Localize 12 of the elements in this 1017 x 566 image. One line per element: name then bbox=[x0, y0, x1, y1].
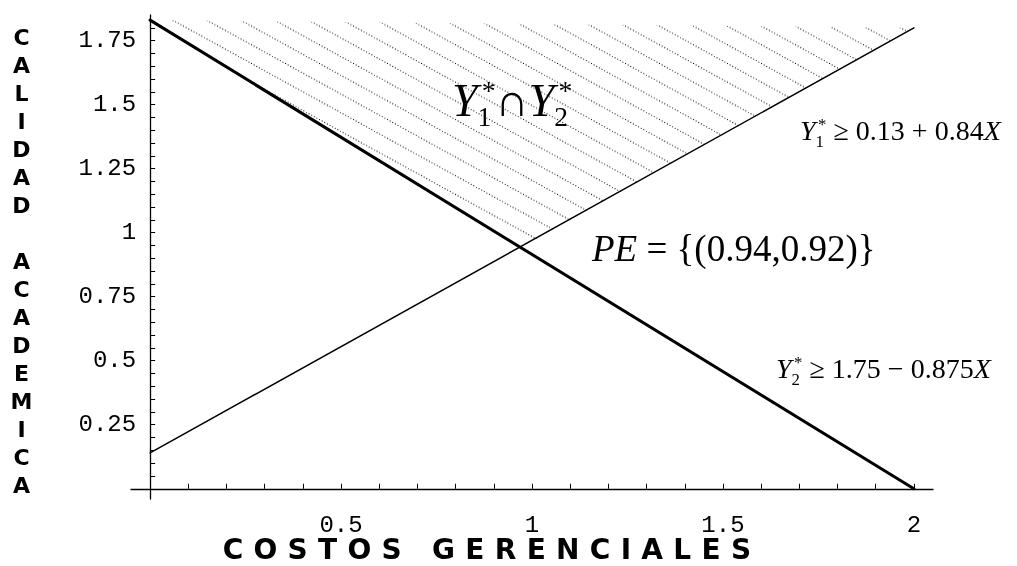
y-tick-label: 0.75 bbox=[78, 283, 137, 311]
y-tick-label: 1.5 bbox=[92, 91, 137, 119]
y-tick-label: 1.25 bbox=[78, 155, 137, 183]
y-tick-label: 0.25 bbox=[78, 411, 137, 439]
y-axis-title: CALIDAD ACADEMICA bbox=[9, 25, 34, 501]
annotation: PE = {(0.94,0.92)} bbox=[592, 227, 876, 269]
y-tick-label: 0.5 bbox=[92, 347, 137, 375]
annotation: Y$_{2}$$^{*}$ ≥ 1.75 − 0.875X bbox=[776, 353, 991, 390]
y-tick-label: 1 bbox=[121, 219, 137, 247]
y-tick-label: 1.75 bbox=[78, 27, 137, 55]
annotation: Y$_{1}$$^{*}$ ≥ 0.13 + 0.84X bbox=[800, 115, 1001, 152]
x-tick-label: 2 bbox=[906, 511, 922, 539]
